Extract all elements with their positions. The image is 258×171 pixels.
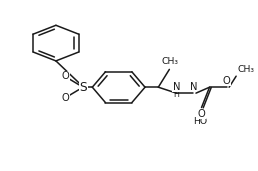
Text: CH₃: CH₃ [162, 57, 179, 66]
Text: HO: HO [193, 117, 207, 126]
Text: CH₃: CH₃ [237, 65, 254, 74]
Text: H: H [173, 90, 179, 98]
Text: O: O [223, 76, 230, 86]
Text: N: N [190, 82, 197, 92]
Text: O: O [198, 109, 205, 119]
Text: S: S [80, 81, 87, 94]
Text: O: O [62, 71, 69, 81]
Text: O: O [62, 93, 69, 103]
Text: N: N [173, 82, 180, 92]
